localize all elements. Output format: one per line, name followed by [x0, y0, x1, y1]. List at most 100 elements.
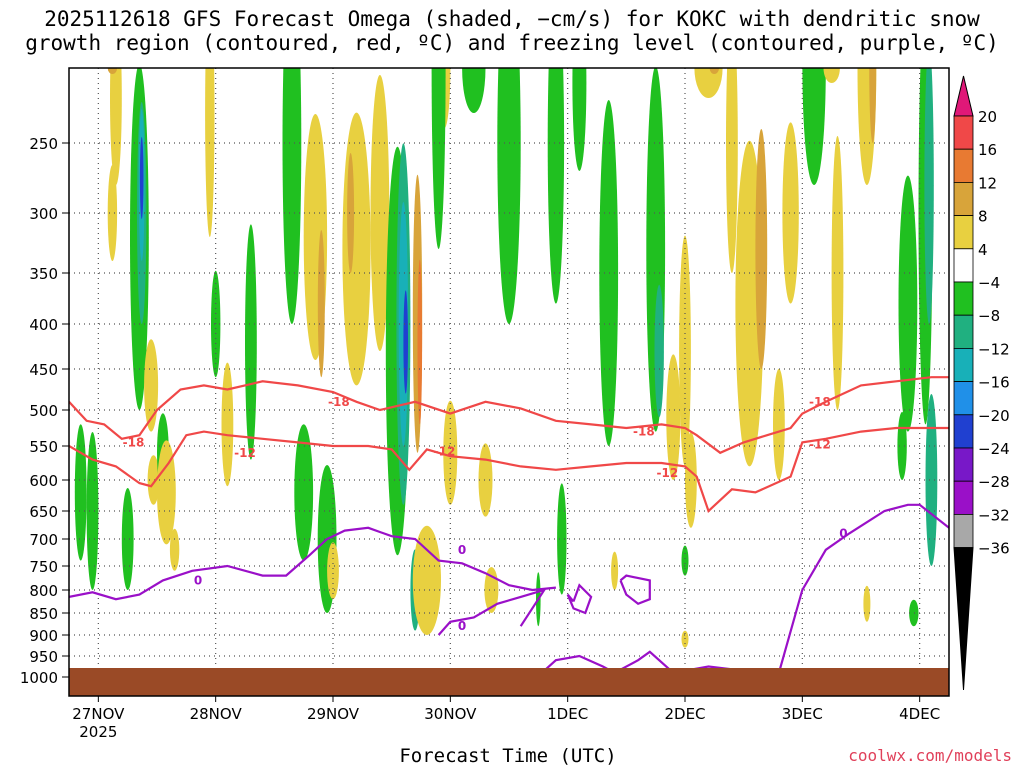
- contour-label: 0: [839, 526, 847, 540]
- colorbar-label: 16: [978, 141, 997, 159]
- x-axis-title: Forecast Time (UTC): [399, 745, 617, 767]
- omega-cell: [869, 68, 877, 143]
- y-tick-label: 600: [29, 472, 58, 490]
- omega-cell: [294, 424, 314, 561]
- colorbar-label: −28: [978, 473, 1010, 491]
- omega-cell: [74, 424, 87, 561]
- y-tick-label: 450: [29, 361, 58, 379]
- y-axis: 250 300 350 400 450 500 550 600 650 700 750 800 850 9…: [20, 135, 69, 687]
- y-tick-label: 500: [29, 402, 58, 420]
- x-tick-label: 1DEC: [547, 705, 588, 723]
- colorbar-label: 20: [978, 108, 997, 126]
- omega-cell: [909, 599, 919, 627]
- colorbar-label: −8: [978, 307, 1000, 325]
- contour-label: 0: [194, 573, 202, 587]
- omega-cell: [802, 68, 826, 185]
- y-tick-label: 650: [29, 503, 58, 521]
- omega-cell: [898, 175, 918, 432]
- omega-cell: [347, 153, 355, 273]
- omega-cell: [478, 443, 493, 517]
- colorbar-label: 4: [978, 241, 988, 259]
- colorbar-segment: [953, 480, 974, 515]
- colorbar-label: −4: [978, 274, 1000, 292]
- omega-cell: [147, 455, 160, 505]
- omega-cell: [403, 290, 409, 394]
- y-tick-label: 1000: [20, 669, 58, 687]
- omega-cell: [654, 284, 664, 418]
- omega-cell: [139, 137, 144, 219]
- x-axis: 27NOV 28NOV 29NOV 30NOV 1DEC 2DEC 3DEC 4DEC 2025: [72, 696, 940, 741]
- omega-cell: [547, 68, 565, 304]
- colorbar-segment: [953, 148, 974, 183]
- omega-cell: [317, 230, 325, 378]
- colorbar-top-arrow: [953, 75, 974, 117]
- x-tick-label: 3DEC: [782, 705, 823, 723]
- colorbar-segment: [953, 215, 974, 250]
- omega-cell: [709, 68, 719, 74]
- y-tick-label: 900: [29, 627, 58, 645]
- omega-cell: [107, 165, 118, 261]
- colorbar-segment: [953, 115, 974, 150]
- omega-cell: [431, 68, 446, 249]
- x-tick-label: 2DEC: [664, 705, 705, 723]
- colorbar-segment: [953, 181, 974, 216]
- y-tick-label: 750: [29, 558, 58, 576]
- contour-line: [619, 574, 651, 606]
- omega-cell: [863, 585, 871, 622]
- contour-label: -18: [123, 435, 145, 449]
- plot-frame: [68, 67, 950, 697]
- omega-cell: [110, 68, 122, 185]
- colorbar-label: 12: [978, 174, 997, 192]
- y-tick-label: 850: [29, 605, 58, 623]
- colorbar-segment: [953, 447, 974, 482]
- omega-cell: [925, 394, 938, 566]
- y-tick-label: 400: [29, 316, 58, 334]
- omega-cell: [681, 630, 689, 648]
- ground-surface: [69, 668, 949, 696]
- contour-label: -12: [434, 444, 456, 458]
- colorbar-segment: [953, 414, 974, 449]
- omega-cell: [681, 545, 689, 576]
- omega-cell: [282, 68, 302, 324]
- omega-cell: [755, 129, 768, 369]
- colorbar-label: −36: [978, 540, 1010, 558]
- omega-cell: [205, 68, 215, 237]
- omega-cell: [157, 440, 176, 545]
- contour-label: 0: [458, 543, 466, 557]
- y-tick-label: 800: [29, 582, 58, 600]
- y-tick-label: 950: [29, 648, 58, 666]
- contours: -18 -12 -18 -12 -18 -12 -18 -12 0 0 0 0: [69, 376, 949, 675]
- y-tick-label: 250: [29, 135, 58, 153]
- contour-label: -18: [328, 395, 350, 409]
- colorbar: 20 16 12 8 4 −4 −8 −12 −16 −20 −24 −28 −32 −36: [953, 75, 1010, 691]
- contour-label: -12: [657, 466, 679, 480]
- contour-label: -18: [809, 395, 831, 409]
- colorbar-segment: [953, 347, 974, 382]
- colorbar-segment: [953, 281, 974, 316]
- omega-cell: [726, 68, 738, 273]
- omega-cell: [412, 525, 441, 636]
- omega-cell: [572, 68, 587, 171]
- colorbar-label: −20: [978, 407, 1010, 425]
- chart-title-line2: growth region (contoured, red, ºC) and f…: [25, 31, 999, 55]
- x-tick-year-label: 2025: [79, 723, 117, 741]
- contour-label: -18: [633, 425, 655, 439]
- omega-cell: [685, 432, 697, 528]
- colorbar-bottom-arrow: [953, 547, 974, 691]
- colorbar-segment: [953, 314, 974, 349]
- credit-link[interactable]: coolwx.com/models: [848, 746, 1012, 765]
- x-tick-label: 4DEC: [899, 705, 940, 723]
- contour-label: -12: [234, 446, 256, 460]
- omega-cell: [417, 259, 423, 425]
- colorbar-segment: [953, 514, 974, 549]
- omega-cell: [169, 528, 180, 571]
- colorbar-label: −12: [978, 340, 1010, 358]
- omega-cell: [443, 400, 458, 505]
- x-tick-label: 29NOV: [307, 705, 360, 723]
- omega-cell: [694, 68, 723, 98]
- omega-cell: [679, 235, 691, 467]
- colorbar-label: −32: [978, 506, 1010, 524]
- x-tick-label: 27NOV: [72, 705, 125, 723]
- omega-cell: [831, 136, 844, 410]
